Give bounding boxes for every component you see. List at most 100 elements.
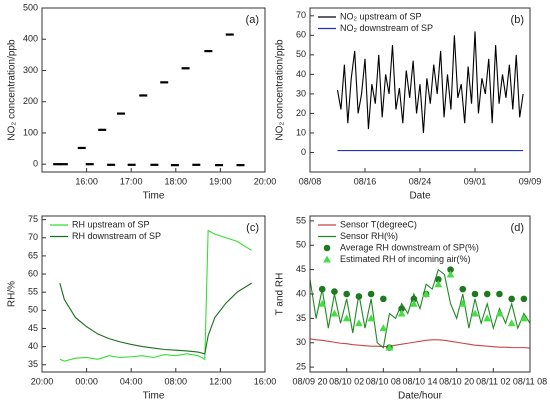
y-tick-label: 300 xyxy=(23,65,38,75)
point xyxy=(508,295,515,303)
y-tick-label: 55 xyxy=(296,215,306,225)
legend-label: NO₂ upstream of SP xyxy=(340,11,422,21)
legend-marker xyxy=(323,244,331,252)
series-line xyxy=(310,338,530,349)
plot-frame xyxy=(309,7,531,173)
x-tick-label: 08/16 xyxy=(354,176,377,186)
y-tick-label: 50 xyxy=(296,49,306,59)
y-tick-label: 50 xyxy=(296,240,306,250)
x-axis-title: Time xyxy=(143,191,165,202)
x-tick-label: 08/10 02 xyxy=(329,376,364,386)
x-tick-label: 08:00 xyxy=(165,376,188,386)
x-tick-label: 16:00 xyxy=(75,176,98,186)
series-line xyxy=(336,31,524,133)
panel-label: (b) xyxy=(511,14,524,26)
x-tick-label: 00:00 xyxy=(75,376,98,386)
point xyxy=(520,314,528,322)
plot-frame xyxy=(309,215,531,373)
legend-label: NO₂ downstream of SP xyxy=(340,23,433,33)
point xyxy=(343,290,350,298)
y-tick-label: 70 xyxy=(296,10,306,20)
panel-label: (c) xyxy=(246,222,259,234)
y-tick-label: 25 xyxy=(296,362,306,372)
x-tick-label: 08/10 08 xyxy=(366,376,401,386)
legend-label: RH upstream of SP xyxy=(72,219,150,229)
point xyxy=(379,324,388,332)
y-tick-label: 100 xyxy=(23,127,38,137)
y-axis-title: RH/% xyxy=(7,281,18,307)
plot-area xyxy=(59,229,252,362)
point xyxy=(342,314,351,322)
legend-label: RH downstream of SP xyxy=(72,231,161,241)
x-tick-label: 18:00 xyxy=(165,176,188,186)
y-tick-label: 70 xyxy=(28,232,38,242)
legend-label: Average RH downstream of SP(%) xyxy=(340,242,479,252)
legend-label: Sensor T(degreeC) xyxy=(340,219,417,229)
point xyxy=(507,319,516,327)
x-tick-label: 20:00 xyxy=(31,376,54,386)
y-tick-label: 30 xyxy=(296,337,306,347)
y-axis-title: NO₂ concentration/ppb xyxy=(275,39,286,141)
y-tick-label: 35 xyxy=(296,313,306,323)
y-tick-label: 65 xyxy=(28,250,38,260)
y-tick-label: 40 xyxy=(296,69,306,79)
point xyxy=(397,309,406,317)
series-line xyxy=(59,282,252,355)
x-tick-label: 17:00 xyxy=(120,176,143,186)
point xyxy=(495,309,504,317)
y-tick-label: 45 xyxy=(28,323,38,333)
point xyxy=(459,285,467,293)
y-tick-label: 60 xyxy=(28,268,38,278)
y-tick-label: 50 xyxy=(28,305,38,315)
point xyxy=(331,288,338,295)
x-tick-label: 08/11 02 xyxy=(476,376,510,386)
point xyxy=(520,295,528,303)
point xyxy=(355,293,363,300)
point xyxy=(385,343,394,351)
point xyxy=(367,290,375,298)
y-tick-label: 40 xyxy=(28,341,38,351)
y-tick-label: 35 xyxy=(28,359,38,369)
y-tick-label: 200 xyxy=(23,96,38,106)
y-tick-label: 55 xyxy=(28,287,38,297)
y-tick-label: 60 xyxy=(296,30,306,40)
panel-label: (d) xyxy=(511,222,524,234)
point xyxy=(318,299,327,307)
x-tick-label: 19:00 xyxy=(209,176,232,186)
plot-area xyxy=(336,31,524,152)
point xyxy=(471,290,479,298)
series-line xyxy=(59,229,252,362)
x-tick-label: 09/09 xyxy=(519,176,542,186)
y-tick-label: 45 xyxy=(296,264,306,274)
x-axis-title: Time xyxy=(143,391,165,402)
point xyxy=(367,314,375,322)
point xyxy=(410,299,418,307)
x-tick-label: 08/08 xyxy=(299,176,322,186)
point xyxy=(471,309,479,317)
point xyxy=(483,290,491,298)
point xyxy=(458,299,467,307)
y-tick-label: 10 xyxy=(296,127,306,137)
legend-label: Sensor RH(%) xyxy=(340,231,398,241)
point xyxy=(330,309,339,317)
point xyxy=(496,290,503,298)
x-tick-label: 09/01 xyxy=(464,176,487,186)
x-axis-title: Date/hour xyxy=(398,391,443,402)
legend-marker xyxy=(323,255,331,263)
x-tick-label: 20:00 xyxy=(254,176,277,186)
point xyxy=(434,280,443,288)
y-tick-label: 400 xyxy=(23,34,38,44)
plot-area xyxy=(310,266,530,351)
x-tick-label: 16:00 xyxy=(254,376,277,386)
y-tick-label: 0 xyxy=(301,147,306,157)
x-tick-label: 12:00 xyxy=(209,376,232,386)
x-axis-title: Date xyxy=(409,191,431,202)
point xyxy=(318,285,326,293)
point xyxy=(398,305,405,312)
y-tick-label: 30 xyxy=(296,88,306,98)
plot-frame xyxy=(41,215,266,373)
x-tick-label: 08/10 14 xyxy=(402,376,437,386)
point xyxy=(446,270,455,278)
x-tick-label: 04:00 xyxy=(120,376,143,386)
